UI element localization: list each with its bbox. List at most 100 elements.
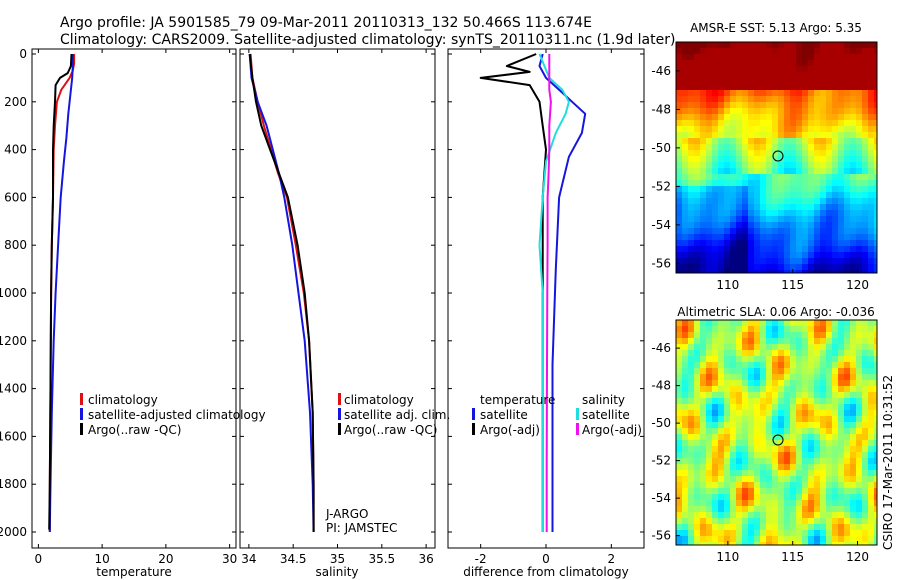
map-cell bbox=[844, 350, 850, 356]
map-cell bbox=[718, 404, 724, 410]
map-cell bbox=[724, 494, 730, 500]
map-cell bbox=[748, 48, 754, 54]
map-cell bbox=[826, 392, 832, 398]
map-cell bbox=[754, 422, 760, 428]
map-cell bbox=[712, 404, 718, 410]
map-cell bbox=[838, 144, 844, 150]
map-cell bbox=[862, 326, 868, 332]
map-cell bbox=[850, 392, 856, 398]
map-cell bbox=[760, 428, 766, 434]
map-cell bbox=[790, 536, 796, 542]
map-cell bbox=[850, 386, 856, 392]
map-cell bbox=[676, 500, 682, 506]
map-cell bbox=[850, 264, 856, 270]
map-cell bbox=[688, 446, 694, 452]
map-cell bbox=[724, 138, 730, 144]
map-cell bbox=[844, 410, 850, 416]
map-cell bbox=[790, 422, 796, 428]
map-cell bbox=[814, 344, 820, 350]
map-cell bbox=[772, 512, 778, 518]
legend-label-argo: Argo(..raw -QC) bbox=[344, 423, 437, 437]
map-cell bbox=[778, 506, 784, 512]
map-cell bbox=[724, 66, 730, 72]
map-cell bbox=[832, 350, 838, 356]
map-cell bbox=[868, 144, 874, 150]
map-cell bbox=[862, 60, 868, 66]
map-cell bbox=[802, 500, 808, 506]
map-cell bbox=[712, 386, 718, 392]
map-cell bbox=[712, 222, 718, 228]
map-cell bbox=[868, 216, 874, 222]
map-cell bbox=[868, 66, 874, 72]
map-cell bbox=[832, 380, 838, 386]
map-cell bbox=[814, 138, 820, 144]
legend-header-temperature: temperature bbox=[480, 393, 555, 407]
map-cell bbox=[862, 524, 868, 530]
map-cell bbox=[676, 338, 682, 344]
map-cell bbox=[874, 458, 877, 464]
map-cell bbox=[760, 54, 766, 60]
map-cell bbox=[862, 180, 868, 186]
map-cell bbox=[874, 48, 877, 54]
map-cell bbox=[790, 488, 796, 494]
map-cell bbox=[688, 48, 694, 54]
map-cell bbox=[850, 270, 856, 273]
map-cell bbox=[724, 246, 730, 252]
map-cell bbox=[790, 72, 796, 78]
map-cell bbox=[706, 258, 712, 264]
map-cell bbox=[754, 174, 760, 180]
map-cell bbox=[742, 54, 748, 60]
map-cell bbox=[856, 356, 862, 362]
map-cell bbox=[736, 398, 742, 404]
map-cell bbox=[694, 440, 700, 446]
map-cell bbox=[778, 156, 784, 162]
map-cell bbox=[682, 126, 688, 132]
map-cell bbox=[706, 252, 712, 258]
map-cell bbox=[694, 446, 700, 452]
map-cell bbox=[694, 234, 700, 240]
map-cell bbox=[838, 488, 844, 494]
map-cell bbox=[760, 60, 766, 66]
map-cell bbox=[790, 350, 796, 356]
map-cell bbox=[682, 252, 688, 258]
map-cell bbox=[802, 344, 808, 350]
map-cell bbox=[760, 96, 766, 102]
map-cell bbox=[712, 96, 718, 102]
map-cell bbox=[688, 422, 694, 428]
map-cell bbox=[730, 186, 736, 192]
map-cell bbox=[838, 186, 844, 192]
map-cell bbox=[790, 416, 796, 422]
map-cell bbox=[772, 156, 778, 162]
map-cell bbox=[742, 368, 748, 374]
map-cell bbox=[748, 138, 754, 144]
map-cell bbox=[772, 126, 778, 132]
sst-map-panel: AMSR-E SST: 5.13 Argo: 5.35 110 115 120-46… bbox=[651, 21, 878, 292]
map-cell bbox=[718, 344, 724, 350]
map-cell bbox=[802, 114, 808, 120]
map-cell bbox=[694, 392, 700, 398]
map-cell bbox=[844, 198, 850, 204]
map-cell bbox=[868, 96, 874, 102]
map-cell bbox=[844, 192, 850, 198]
map-cell bbox=[706, 96, 712, 102]
map-cell bbox=[832, 506, 838, 512]
map-cell bbox=[742, 156, 748, 162]
map-cell bbox=[754, 542, 760, 545]
map-cell bbox=[802, 356, 808, 362]
map-cell bbox=[766, 506, 772, 512]
map-cell bbox=[736, 162, 742, 168]
map-cell bbox=[790, 90, 796, 96]
map-cell bbox=[712, 500, 718, 506]
map-cell bbox=[676, 518, 682, 524]
map-cell bbox=[868, 72, 874, 78]
map-cell bbox=[754, 168, 760, 174]
map-cell bbox=[832, 428, 838, 434]
map-cell bbox=[784, 434, 790, 440]
map-cell bbox=[736, 54, 742, 60]
map-cell bbox=[814, 488, 820, 494]
map-cell bbox=[778, 518, 784, 524]
map-cell bbox=[694, 434, 700, 440]
map-cell bbox=[772, 216, 778, 222]
map-cell bbox=[748, 440, 754, 446]
map-cell bbox=[682, 326, 688, 332]
